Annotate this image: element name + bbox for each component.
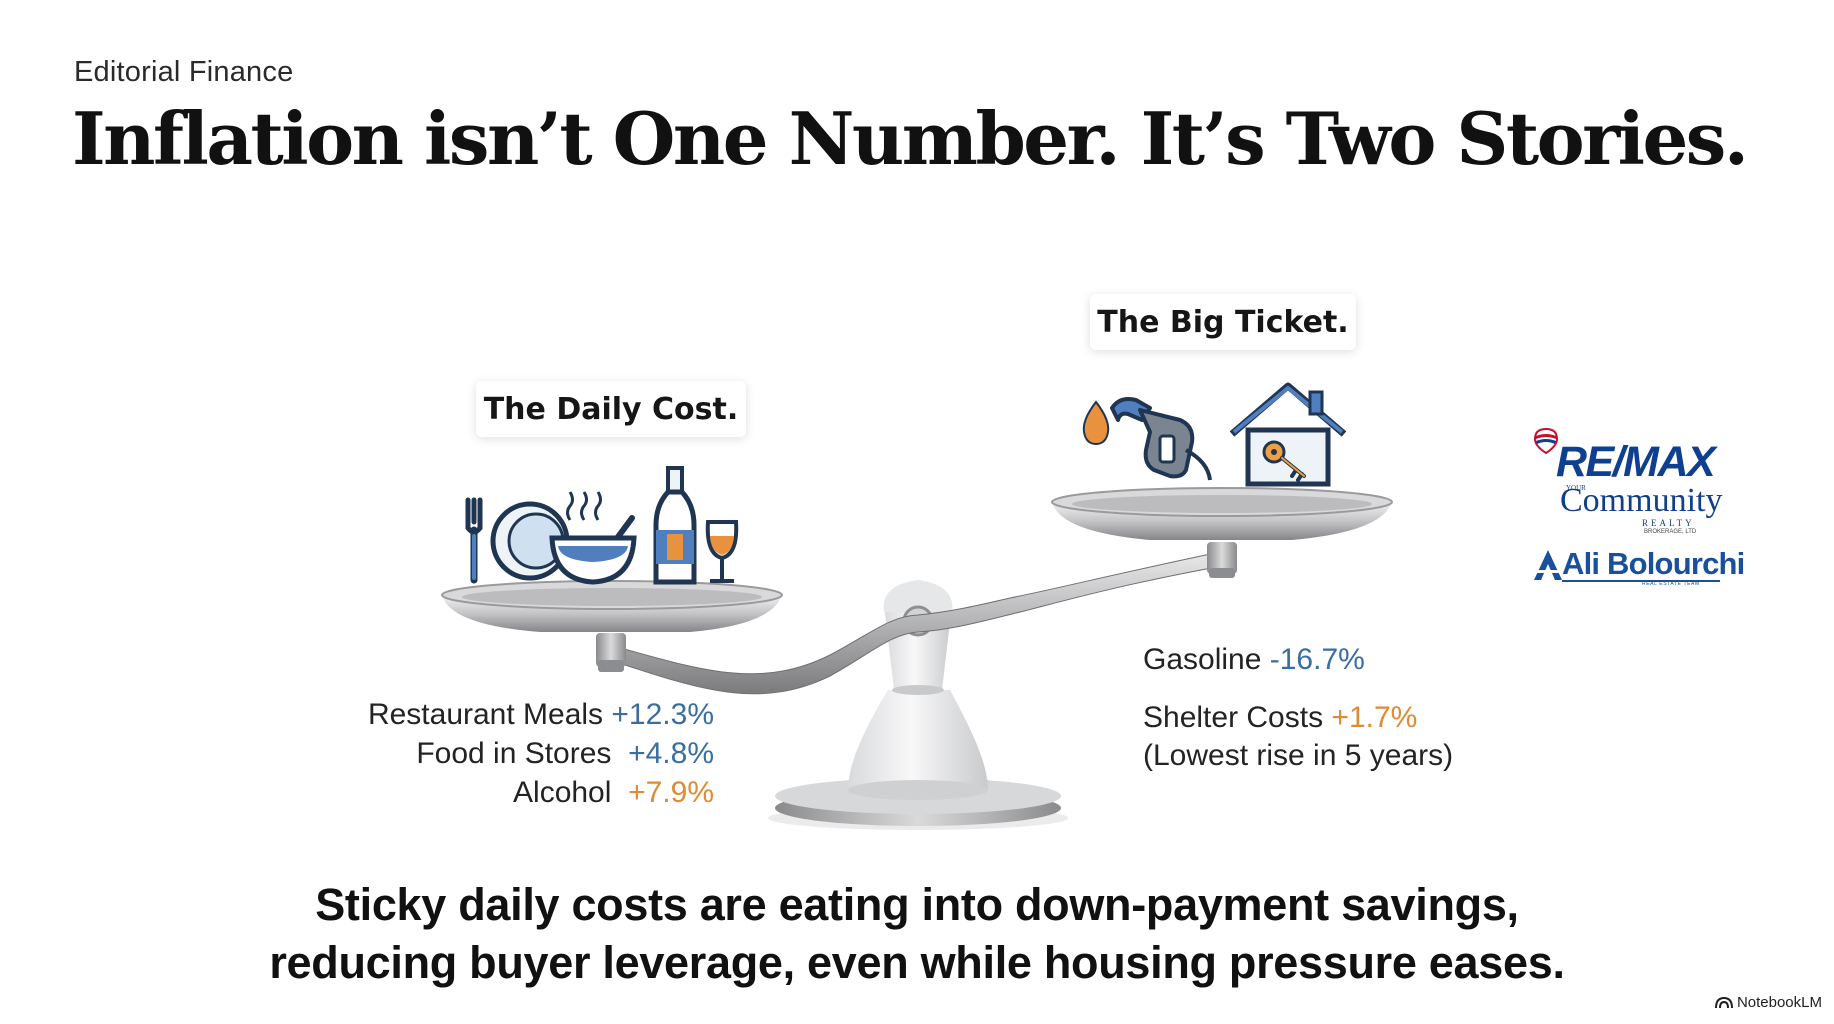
daily-cost-stats: Restaurant Meals +12.3% Food in Stores +… [300,700,714,820]
notebooklm-badge: NotebookLM [1714,994,1822,1011]
remax-logo: RE/MAX YOUR Community REALTY BROKERAGE, … [1534,428,1724,588]
stat-label: Gasoline [1143,643,1262,676]
stat-row-restaurant: Restaurant Meals +12.3% [368,700,714,730]
right-pan [1051,487,1393,540]
big-ticket-stats: Gasoline -16.7% Shelter Costs +1.7% (Low… [1143,645,1543,785]
balloon-icon [1534,428,1558,454]
team-logo-icon [1534,550,1562,580]
stat-label: Food in Stores [416,737,612,770]
team-name: Ali Bolourchi [1562,546,1745,581]
fork-icon [465,497,483,584]
stat-value: +12.3% [611,698,714,731]
stat-row-food-stores: Food in Stores +4.8% [416,739,714,769]
community-text: Community [1560,482,1723,519]
stat-row-gasoline: Gasoline -16.7% [1143,645,1365,675]
oil-drop-icon [1082,400,1110,446]
notebooklm-icon [1714,996,1733,1008]
takeaway-line-1: Sticky daily costs are eating into down-… [315,879,1519,930]
fuel-nozzle-icon [1110,397,1212,481]
stat-value: +1.7% [1331,701,1418,734]
realty-text: REALTY [1642,518,1695,528]
daily-cost-label: The Daily Cost. [476,381,746,437]
stat-label: Shelter Costs [1143,701,1324,734]
big-ticket-label: The Big Ticket. [1090,294,1356,350]
takeaway-text: Sticky daily costs are eating into down-… [0,876,1834,992]
takeaway-line-2: reducing buyer leverage, even while hous… [269,937,1565,988]
wine-bottle-icon [653,466,697,585]
scale-beam [596,542,1237,695]
kicker: Editorial Finance [74,56,294,88]
stat-note-shelter: (Lowest rise in 5 years) [1143,739,1454,772]
brokerage-text: BROKERAGE, LTD [1644,529,1697,535]
team-subtitle: REAL ESTATE TEAM [1642,581,1700,587]
stat-row-shelter: Shelter Costs +1.7% [1143,703,1417,733]
soup-bowl-icon [549,491,637,585]
team-underline [1562,580,1720,582]
stat-label: Alcohol [513,776,612,809]
plate-icon [490,501,570,581]
stat-value: +4.8% [628,737,714,770]
stat-value: +7.9% [628,776,714,809]
house-key-icon [1229,382,1347,487]
remax-wordmark: RE/MAX [1556,438,1716,486]
page-title: Inflation isn’t One Number. It’s Two Sto… [72,96,1749,181]
stat-value: -16.7% [1269,643,1365,676]
wine-glass-icon [705,520,739,583]
notebooklm-label: NotebookLM [1736,994,1822,1011]
your-text: YOUR [1566,484,1586,492]
stat-label: Restaurant Meals [367,698,604,731]
team-logo: Ali Bolourchi REAL ESTATE TEAM [1532,546,1745,588]
stat-row-alcohol: Alcohol +7.9% [513,778,714,808]
left-pan [441,580,783,632]
